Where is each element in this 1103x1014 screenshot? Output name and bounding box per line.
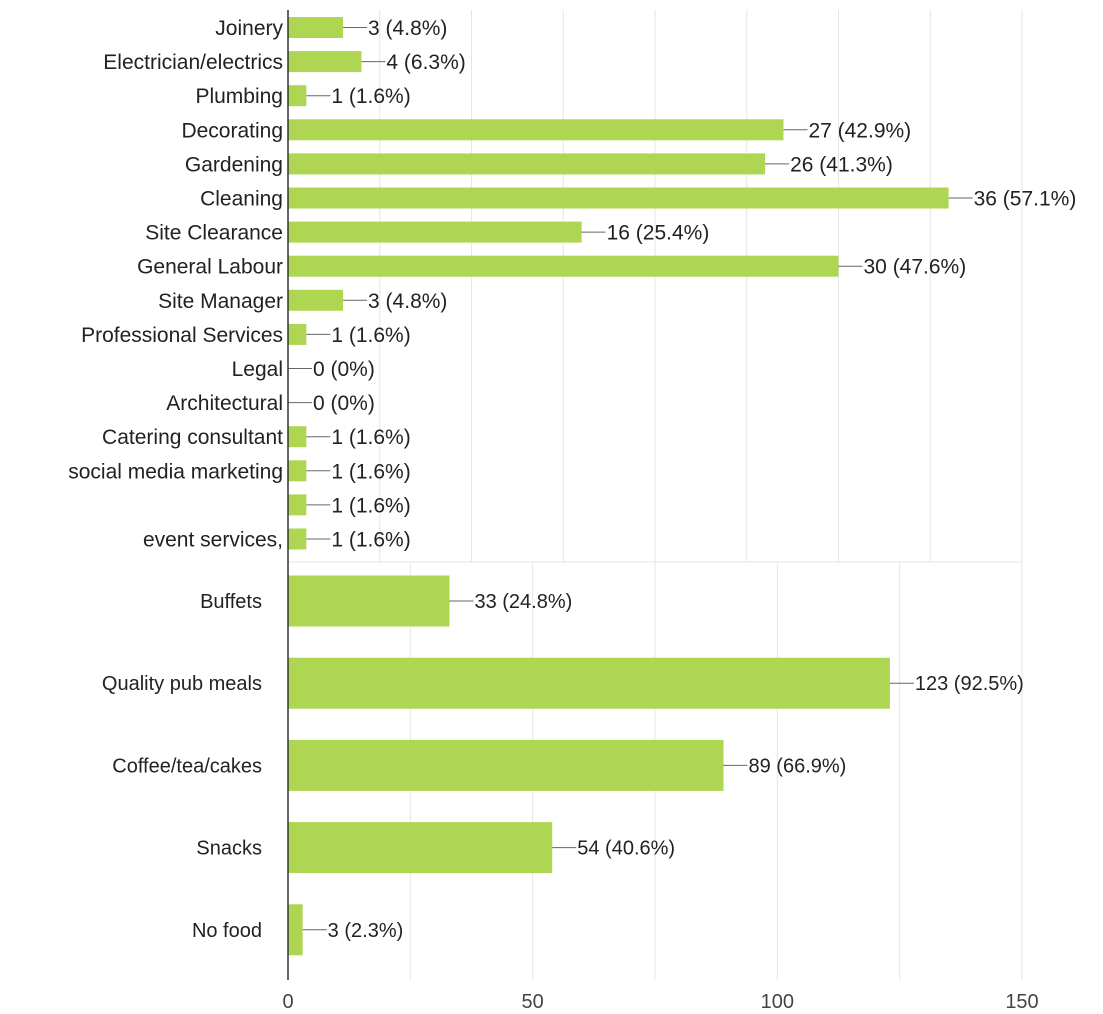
category-label: Site Clearance [145, 222, 283, 245]
bar [288, 426, 307, 448]
data-label: 26 (41.3%) [790, 153, 893, 176]
bar [288, 289, 344, 311]
data-label: 1 (1.6%) [331, 460, 410, 483]
bar [288, 119, 784, 141]
data-label: 0 (0%) [313, 392, 375, 415]
category-label-clipped: marketing of the plough [64, 563, 283, 586]
bar [288, 739, 724, 791]
bar [288, 460, 307, 482]
category-label: Professional Services [81, 324, 283, 347]
category-label: Buffets [200, 591, 262, 613]
food-chart: 33 (24.8%) Buffets 123 (92.5%) Quality pub … [102, 562, 1039, 1013]
data-label: 123 (92.5%) [915, 673, 1024, 695]
data-label: 0 (0%) [313, 358, 375, 381]
category-label: Quality pub meals [102, 673, 262, 695]
bar [288, 85, 307, 107]
bar [288, 494, 307, 516]
data-label: 30 (47.6%) [864, 256, 967, 279]
category-label: social media marketing [68, 460, 283, 483]
data-label: 27 (42.9%) [808, 119, 911, 142]
data-label: 3 (2.3%) [328, 920, 404, 942]
data-label: 1 (1.6%) [331, 85, 410, 108]
x-tick-label: 50 [522, 991, 544, 1009]
category-label: Architectural [166, 392, 283, 415]
bar [288, 528, 307, 550]
bar [288, 575, 450, 627]
data-label: 36 (57.1%) [974, 188, 1077, 211]
bar [288, 657, 890, 709]
data-label: 16 (25.4%) [607, 222, 710, 245]
category-label: General Labour [137, 256, 283, 279]
bar [288, 17, 344, 38]
services-chart: 3 (4.8%) Joinery 4 (6.3%) Electrician/elect… [64, 10, 1077, 586]
data-label: 4 (6.3%) [386, 51, 465, 74]
data-label: 89 (66.9%) [749, 755, 847, 777]
category-label: Decorating [181, 119, 283, 142]
category-label: Snacks [196, 838, 262, 860]
bar [288, 187, 949, 209]
category-label: Electrician/electrics [103, 51, 283, 74]
x-tick-label: 0 [282, 991, 293, 1009]
category-label: Gardening [185, 153, 283, 176]
category-label: Coffee/tea/cakes [112, 755, 262, 777]
data-label: 3 (4.8%) [368, 17, 447, 40]
bar [288, 323, 307, 345]
data-label: 3 (4.8%) [368, 290, 447, 313]
x-tick-label: 150 [1005, 991, 1038, 1009]
category-label: event services, [143, 529, 283, 552]
bar [288, 904, 303, 956]
data-label: 1 (1.6%) [331, 494, 410, 517]
bar [288, 153, 766, 175]
data-label: 1 (1.6%) [331, 426, 410, 449]
category-label: Legal [232, 358, 283, 381]
category-label: Plumbing [195, 85, 283, 108]
x-tick-label: 100 [761, 991, 794, 1009]
bar [288, 51, 362, 73]
bar [288, 822, 553, 874]
category-label: Site Manager [158, 290, 283, 313]
category-label: No food [192, 920, 262, 942]
bar [288, 255, 839, 277]
data-label: 1 (1.6%) [331, 324, 410, 347]
category-label: Cleaning [200, 188, 283, 211]
data-label: 1 (1.6%) [331, 529, 410, 552]
category-label: Joinery [215, 17, 283, 40]
bar [288, 221, 582, 243]
category-label: Catering consultant [102, 426, 283, 449]
data-label: 54 (40.6%) [577, 838, 675, 860]
data-label: 33 (24.8%) [474, 591, 572, 613]
